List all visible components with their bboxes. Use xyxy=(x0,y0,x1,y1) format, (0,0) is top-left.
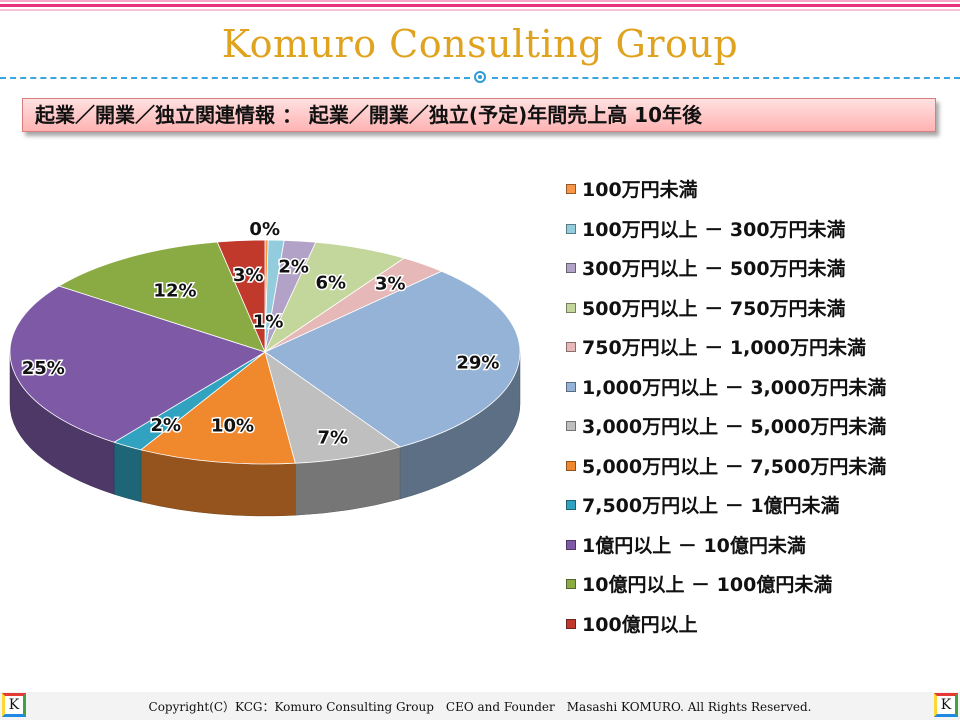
legend-swatch xyxy=(566,184,576,194)
pie-slice-side xyxy=(113,441,142,503)
legend-label: 100万円未満 xyxy=(582,179,698,201)
top-stripe xyxy=(0,0,960,16)
legend-label: 5,000万円以上 － 7,500万円未満 xyxy=(582,455,887,478)
pie-slice xyxy=(216,239,266,353)
pie-slice xyxy=(140,351,296,465)
legend-swatch xyxy=(566,263,576,273)
pie-data-label: 29% xyxy=(456,352,499,373)
legend-swatch xyxy=(566,302,576,313)
k-logo-icon: K xyxy=(934,693,958,717)
legend-label: 100億円以上 xyxy=(582,613,698,636)
footer-bar xyxy=(0,692,960,720)
legend-swatch xyxy=(566,381,576,392)
k-logo-icon: K xyxy=(2,693,26,717)
legend-swatch xyxy=(566,223,576,234)
legend-swatch xyxy=(566,539,576,550)
pie-data-label: 6% xyxy=(315,273,346,294)
legend-label: 10億円以上 － 100億円未満 xyxy=(582,574,833,596)
legend-label: 3,000万円以上 － 5,000万円未満 xyxy=(582,416,887,438)
legend-swatch xyxy=(566,618,576,629)
legend-label: 100万円以上 － 300万円未満 xyxy=(582,218,846,241)
pie-data-label: 2% xyxy=(151,415,182,436)
pie-slice xyxy=(264,270,521,448)
legend-label: 7,500万円以上 － 1億円未満 xyxy=(582,495,840,517)
pie-slice xyxy=(264,351,401,464)
copyright-text: Copyright(C）KCG：Komuro Consulting Group … xyxy=(148,700,812,714)
legend-label: 500万円以上 － 750万円未満 xyxy=(582,297,846,320)
legend-label: 1,000万円以上 － 3,000万円未満 xyxy=(582,376,887,399)
pie-slice xyxy=(9,285,266,443)
divider-right xyxy=(492,77,960,79)
pie-data-label: 3% xyxy=(233,265,264,286)
pie-data-label: 0% xyxy=(249,219,280,240)
pie-data-label: 3% xyxy=(375,274,406,295)
pie-data-label: 7% xyxy=(317,428,348,449)
divider-ornament-icon xyxy=(474,71,486,83)
pie-data-label: 2% xyxy=(278,257,309,278)
slide-subtitle: 起業／開業／独立関連情報 ： 起業／開業／独立(予定)年間売上高 10年後 xyxy=(22,98,936,132)
legend-swatch xyxy=(566,579,576,589)
divider-left xyxy=(0,77,470,79)
legend-swatch xyxy=(566,342,576,352)
legend-swatch xyxy=(566,421,576,431)
legend-swatch xyxy=(566,500,576,510)
legend-label: 750万円以上 － 1,000万円未満 xyxy=(582,337,866,359)
pie-side-walls xyxy=(9,351,521,517)
legend-swatch xyxy=(566,460,576,471)
pie-data-label: 12% xyxy=(153,281,196,302)
brand-title: Komuro Consulting Group xyxy=(221,22,739,66)
pie-chart: 0% 1% 2% 6% 3% 29% 7% 10% 2% 25% 12% 3% xyxy=(9,218,521,517)
legend-label: 1億円以上 － 10億円未満 xyxy=(582,534,806,557)
pie-data-label: 25% xyxy=(22,358,65,379)
pie-data-label: 1% xyxy=(253,312,284,333)
pie-slice xyxy=(58,241,266,353)
pie-data-label: 10% xyxy=(211,416,254,437)
legend-label: 300万円以上 － 500万円未満 xyxy=(582,258,846,280)
